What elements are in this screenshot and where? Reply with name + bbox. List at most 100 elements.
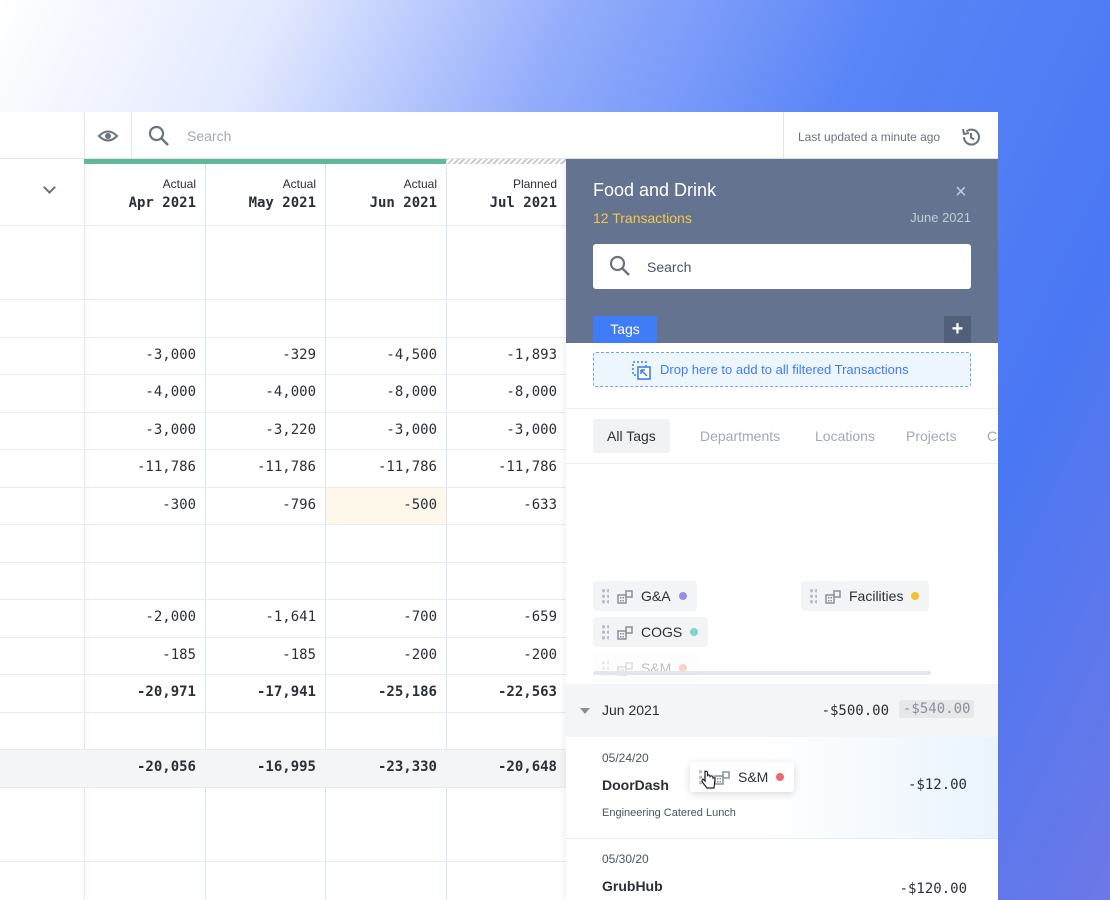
row-divider <box>0 562 566 563</box>
row-divider <box>0 599 566 600</box>
column-month: Apr 2021 <box>128 195 196 211</box>
cell: -16,995 <box>256 759 316 775</box>
cell: -3,220 <box>265 421 316 438</box>
transaction-memo: Engineering Catered Lunch <box>602 807 736 819</box>
tag-icon <box>617 590 633 604</box>
column-status-bar <box>84 159 205 164</box>
group-planned: -$540.00 <box>899 700 975 718</box>
dragging-tag[interactable]: S&M <box>690 762 795 792</box>
column-month: Jul 2021 <box>489 195 557 211</box>
cell: -2,000 <box>145 609 196 625</box>
cell: -185 <box>282 646 316 663</box>
transaction-merchant: DoorDash <box>602 777 669 793</box>
tag-icon <box>617 626 633 640</box>
panel-search[interactable] <box>593 244 971 289</box>
close-button[interactable]: × <box>955 181 967 203</box>
history-icon[interactable] <box>960 126 982 148</box>
filter-tab[interactable]: Departments <box>700 428 781 444</box>
cell: -1,641 <box>265 609 316 625</box>
toolbar <box>0 112 998 159</box>
tag-icon <box>825 590 841 604</box>
cell: -185 <box>162 646 196 663</box>
tag-label: G&A <box>641 588 671 604</box>
row-divider <box>0 374 566 375</box>
divider <box>566 408 998 409</box>
cell: -796 <box>282 496 316 513</box>
tag-color <box>678 592 687 600</box>
row-divider <box>0 225 566 226</box>
cell: -3,000 <box>506 421 557 438</box>
filter-tab[interactable]: Projects <box>906 428 957 444</box>
column-month: Jun 2021 <box>369 195 437 211</box>
cell: -20,648 <box>497 759 557 775</box>
row-divider <box>0 487 566 488</box>
cell: -633 <box>523 496 557 513</box>
cell: -11,786 <box>256 459 316 475</box>
total-row-bg <box>0 750 566 787</box>
cell: -4,500 <box>386 346 437 363</box>
cell: -200 <box>523 646 557 663</box>
table: Actual Apr 2021 Actual May 2021 Actual Jun 20… <box>0 159 566 900</box>
drop-zone[interactable] <box>593 352 971 387</box>
drag-handle[interactable] <box>601 660 609 676</box>
frozen-column-edge <box>84 159 85 900</box>
transaction-amount: -$12.00 <box>907 777 967 793</box>
drag-handle[interactable] <box>809 588 817 604</box>
add-button[interactable]: + <box>944 316 971 343</box>
cell: -8,000 <box>386 384 437 400</box>
row-divider <box>0 749 566 750</box>
column-status-bar <box>205 159 325 164</box>
row-divider <box>0 712 566 713</box>
tag-label: COGS <box>641 624 683 640</box>
collapse-icon[interactable] <box>579 706 591 716</box>
column-status: Planned <box>512 177 557 191</box>
cell: -4,000 <box>145 384 196 400</box>
drop-icon <box>632 361 651 380</box>
drop-zone-text: Drop here to add to all filtered Transac… <box>660 362 909 377</box>
column-status-bar <box>325 159 446 164</box>
group-label: Jun 2021 <box>602 702 660 718</box>
column-status: Actual <box>162 177 196 191</box>
cell: -4,000 <box>265 384 316 400</box>
grab-cursor <box>701 770 716 789</box>
cell: -11,786 <box>136 459 196 475</box>
tag-color <box>690 628 699 636</box>
tag-chip[interactable]: G&A <box>593 581 697 611</box>
row-divider <box>0 449 566 450</box>
transaction-date: 05/24/20 <box>602 751 649 765</box>
chevron[interactable] <box>43 181 56 194</box>
cell: -3,000 <box>386 421 437 438</box>
search-icon <box>609 255 630 276</box>
scrollbar[interactable] <box>593 671 931 675</box>
search-input[interactable]: Search <box>187 128 232 144</box>
column-month: May 2021 <box>248 195 316 211</box>
filter-tab[interactable]: Locations <box>815 428 875 444</box>
eye-icon[interactable] <box>97 128 119 144</box>
row-divider <box>0 637 566 638</box>
filter-tab[interactable]: Card <box>987 428 998 444</box>
tag-chip[interactable]: S&M <box>593 653 698 683</box>
transaction-count: 12 Transactions <box>593 210 692 226</box>
cell: -659 <box>523 609 557 625</box>
drag-handle[interactable] <box>601 624 609 640</box>
drag-handle[interactable] <box>698 769 706 785</box>
tags-tab[interactable]: Tags <box>593 316 657 343</box>
app-window: Search Last updated a minute ago Actual A… <box>0 112 998 900</box>
side-panel: Food and Drink × 12 Transactions June 20… <box>566 159 998 900</box>
group-amount: -$500.00 <box>821 703 889 719</box>
tag-chip[interactable]: Facilities <box>801 581 930 611</box>
search-icon <box>148 125 169 146</box>
transaction-amount: -$120.00 <box>899 881 967 897</box>
filter-tab[interactable]: All Tags <box>593 419 670 453</box>
cell: -11,786 <box>377 459 437 475</box>
drag-handle[interactable] <box>601 588 609 604</box>
filter-tabs: All Tags Departments Locations Projects Card <box>566 419 998 453</box>
column-status: Actual <box>282 177 316 191</box>
cell: -22,563 <box>497 684 557 700</box>
column-status: Actual <box>403 177 437 191</box>
row-divider <box>0 861 566 862</box>
cell: -3,000 <box>145 421 196 438</box>
tag-chip[interactable]: COGS <box>593 617 709 647</box>
